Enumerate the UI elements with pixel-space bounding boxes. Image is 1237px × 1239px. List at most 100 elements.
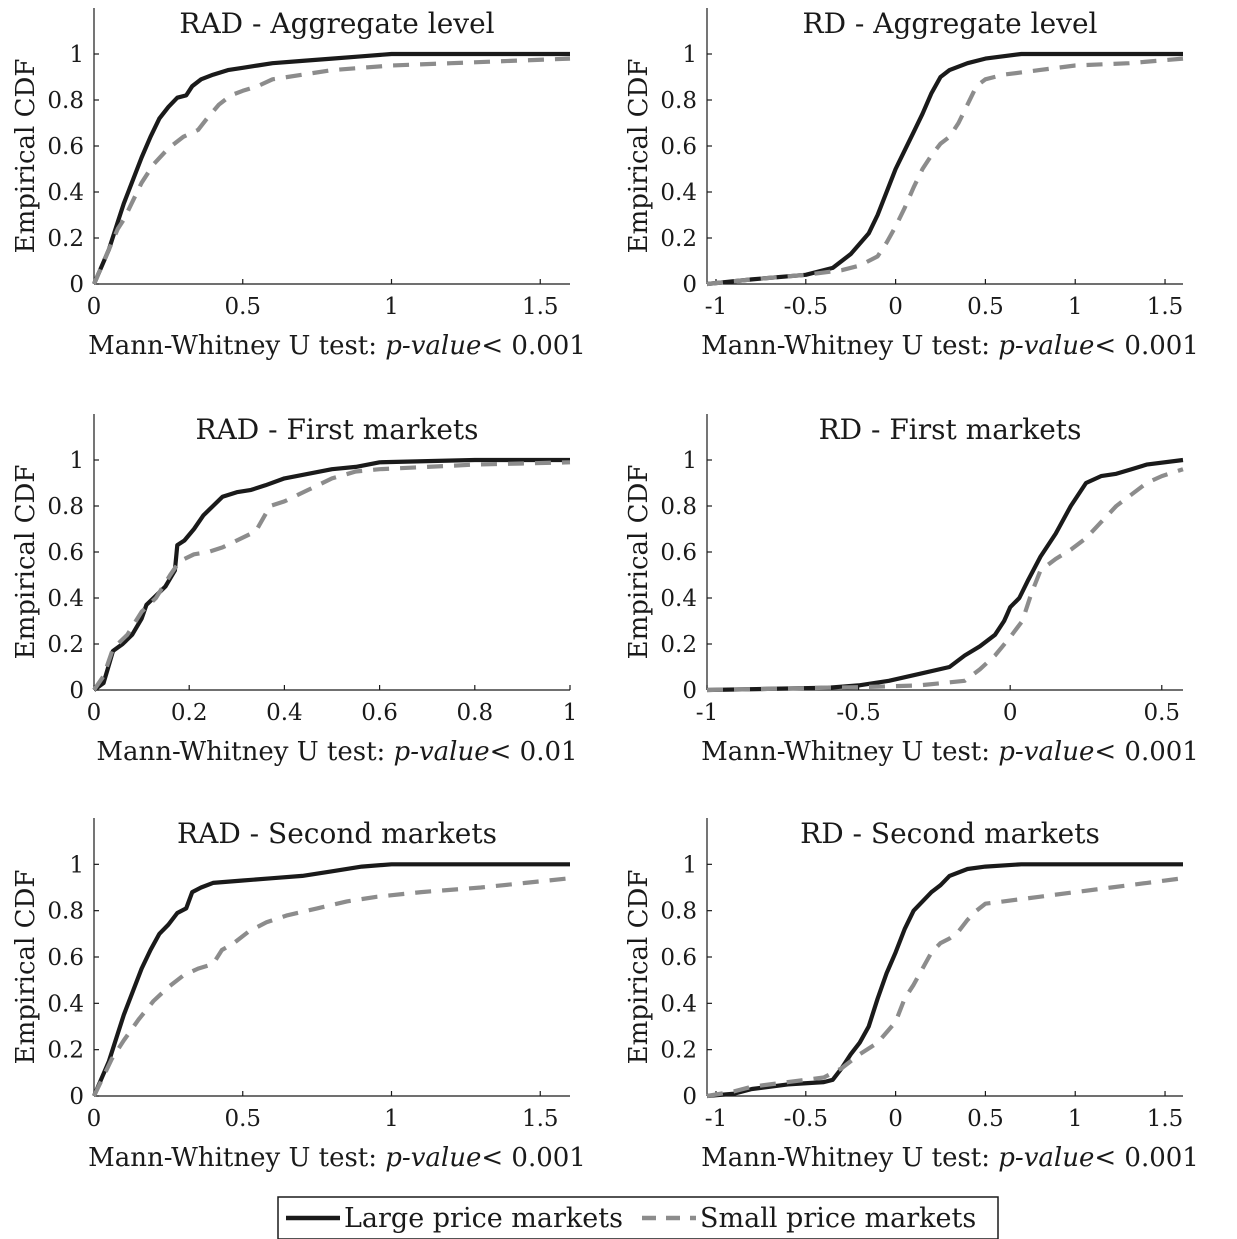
y-tick-label: 0 [682, 272, 697, 298]
legend-box [277, 1196, 999, 1239]
series-line-small-price-markets [92, 876, 571, 1097]
x-tick-label: 0 [87, 294, 102, 320]
legend: Large price markets Small price markets [277, 1196, 999, 1239]
series-line-large-price-markets [706, 51, 1183, 287]
x-tick-label: 0.2 [171, 700, 208, 726]
x-tick-label: 0.5 [224, 1106, 261, 1132]
chart-panel-4: -1 -0.5 0 0.5 0 0.2 0.4 0.6 0.8 1 RD - First marke… [624, 413, 1199, 767]
chart-title: RAD - First markets [195, 413, 478, 446]
y-tick-label: 0.8 [47, 899, 84, 925]
y-tick-label: 0.4 [47, 586, 84, 612]
y-tick-label: 0.2 [47, 1038, 84, 1064]
x-axis-label: Mann-Whitney U test: p-value< 0.01 [96, 737, 577, 767]
x-tick-label: 1.5 [1147, 1106, 1184, 1132]
series-line-small-price-markets [706, 876, 1184, 1099]
series-line-large-price-markets [706, 457, 1184, 693]
y-tick-label: 0.6 [47, 540, 84, 566]
y-axis-label: Empirical CDF [624, 59, 654, 254]
y-tick-label: 1 [682, 852, 697, 878]
x-tick-label: 0 [888, 1106, 903, 1132]
x-tick-label: -0.5 [784, 1106, 828, 1132]
y-tick-label: 0 [69, 1084, 84, 1110]
chart-panel-6: -1 -0.5 0 0.5 1 1.5 0 0.2 0.4 0.6 0.8 1 RD - Second … [624, 817, 1199, 1173]
y-tick-label: 0.8 [660, 899, 697, 925]
x-tick-label: 1 [384, 294, 399, 320]
y-tick-label: 1 [682, 42, 697, 68]
x-tick-label: 0.4 [266, 700, 303, 726]
x-tick-label: 0.5 [967, 1106, 1004, 1132]
x-tick-label: 0 [87, 1106, 102, 1132]
x-tick-label: -1 [705, 294, 727, 320]
x-tick-label: 0 [87, 700, 102, 726]
legend-small-label: Small price markets [700, 1203, 976, 1234]
y-axis-label: Empirical CDF [11, 870, 41, 1065]
panels-group: 0 0.5 1 1.5 0 0.2 0.4 0.6 0.8 1 RAD - Aggregate le… [11, 7, 1199, 1173]
chart-panel-5: 0 0.5 1 1.5 0 0.2 0.4 0.6 0.8 1 RAD - Second marke… [11, 817, 586, 1173]
y-tick-label: 0.6 [660, 540, 697, 566]
chart-title: RD - First markets [819, 413, 1082, 446]
series-line-small-price-markets [92, 460, 571, 692]
x-tick-label: 0 [888, 294, 903, 320]
x-axis-label: Mann-Whitney U test: p-value< 0.001 [88, 331, 586, 361]
x-tick-label: 0 [1003, 700, 1018, 726]
x-tick-label: 1 [384, 1106, 399, 1132]
y-tick-label: 0 [682, 678, 697, 704]
chart-title: RD - Aggregate level [802, 7, 1097, 40]
series-line-small-price-markets [706, 56, 1184, 287]
x-tick-label: 0.5 [967, 294, 1004, 320]
x-axis-label: Mann-Whitney U test: p-value< 0.001 [701, 1143, 1199, 1173]
x-tick-label: 1.5 [1147, 294, 1184, 320]
x-tick-label: 1 [1068, 1106, 1083, 1132]
y-tick-label: 0.4 [47, 991, 84, 1017]
y-tick-label: 0.2 [47, 632, 84, 658]
y-tick-label: 0.2 [660, 1038, 697, 1064]
x-tick-label: 1.5 [522, 1106, 559, 1132]
x-tick-label: 0.5 [1143, 700, 1180, 726]
y-axis-label: Empirical CDF [11, 59, 41, 254]
y-tick-label: 0.4 [660, 991, 697, 1017]
chart-title: RAD - Aggregate level [179, 7, 494, 40]
series-line-large-price-markets [92, 51, 570, 285]
chart-panel-1: 0 0.5 1 1.5 0 0.2 0.4 0.6 0.8 1 RAD - Aggregate le… [11, 7, 586, 361]
x-tick-label: 1.5 [522, 294, 559, 320]
y-tick-label: 0.2 [47, 226, 84, 252]
y-tick-label: 0.6 [47, 945, 84, 971]
chart-title: RAD - Second markets [177, 817, 497, 850]
chart-panel-2: -1 -0.5 0 0.5 1 1.5 0 0.2 0.4 0.6 0.8 1 RD - Aggrega… [624, 7, 1199, 361]
y-tick-label: 0.8 [47, 88, 84, 114]
y-tick-label: 0.8 [47, 494, 84, 520]
y-axis-label: Empirical CDF [624, 465, 654, 660]
y-tick-label: 1 [69, 42, 84, 68]
x-tick-label: -0.5 [784, 294, 828, 320]
y-tick-label: 0.6 [47, 134, 84, 160]
x-axis-label: Mann-Whitney U test: p-value< 0.001 [701, 331, 1199, 361]
y-tick-label: 0.6 [660, 945, 697, 971]
x-tick-label: 0.8 [457, 700, 494, 726]
y-tick-label: 0 [682, 1084, 697, 1110]
series-line-large-price-markets [92, 457, 570, 692]
y-tick-label: 0.2 [660, 226, 697, 252]
x-axis-label: Mann-Whitney U test: p-value< 0.001 [88, 1143, 586, 1173]
x-tick-label: 1 [563, 700, 578, 726]
y-tick-label: 1 [682, 448, 697, 474]
x-tick-label: 1 [1068, 294, 1083, 320]
legend-large-label: Large price markets [344, 1203, 623, 1234]
x-tick-label: -1 [705, 1106, 727, 1132]
x-tick-label: 0.6 [361, 700, 398, 726]
y-tick-label: 0 [69, 272, 84, 298]
y-tick-label: 0.6 [660, 134, 697, 160]
y-tick-label: 0.8 [660, 88, 697, 114]
series-line-small-price-markets [706, 467, 1184, 693]
series-line-large-price-markets [92, 862, 570, 1097]
x-tick-label: 0.5 [224, 294, 261, 320]
x-tick-label: -0.5 [836, 700, 880, 726]
y-tick-label: 1 [69, 852, 84, 878]
series-line-large-price-markets [706, 862, 1183, 1099]
y-tick-label: 0.4 [660, 586, 697, 612]
x-axis-label: Mann-Whitney U test: p-value< 0.001 [701, 737, 1199, 767]
series-line-small-price-markets [92, 56, 571, 285]
y-tick-label: 0.8 [660, 494, 697, 520]
chart-panel-3: 0 0.2 0.4 0.6 0.8 1 0 0.2 0.4 0.6 0.8 1 RAD - First … [11, 413, 578, 767]
y-tick-label: 0 [69, 678, 84, 704]
